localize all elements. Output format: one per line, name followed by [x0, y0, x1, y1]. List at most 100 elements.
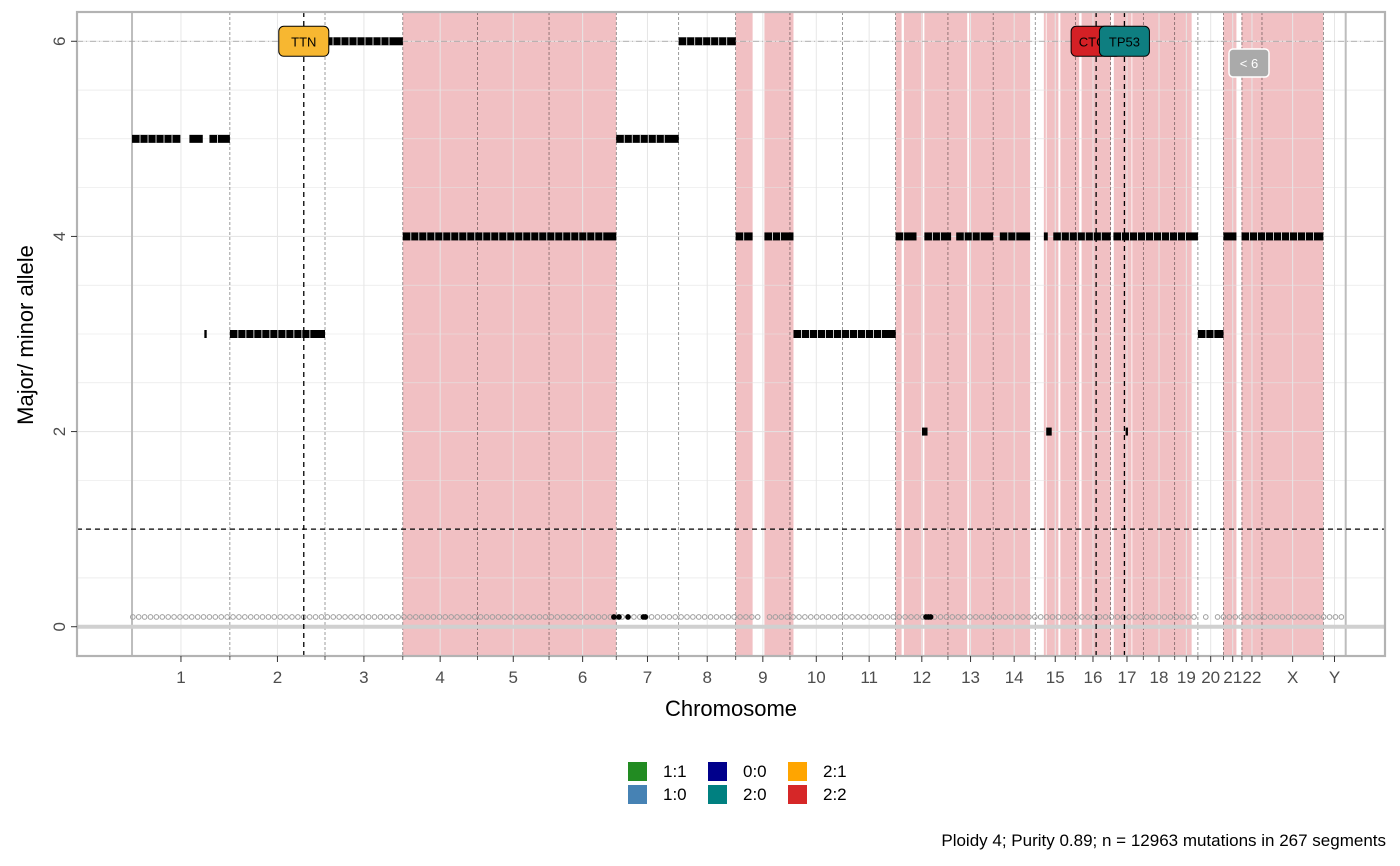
- mutation-point: [471, 614, 478, 620]
- driver-gene-tag: TTN: [278, 25, 330, 57]
- segment: [1113, 232, 1198, 241]
- mutation-point: [1297, 614, 1303, 620]
- mutation-point: [430, 614, 437, 620]
- mutation-point: [354, 614, 360, 620]
- segment: [1053, 232, 1111, 241]
- mutation-point: [955, 614, 961, 620]
- mutation-point: [501, 614, 508, 620]
- mutation-point: [1332, 614, 1339, 620]
- mutation-point: [454, 614, 460, 620]
- mutation-point: [566, 614, 572, 620]
- mutation-point: [1167, 614, 1174, 620]
- mutation-point: [927, 614, 934, 620]
- mutation-point: [495, 614, 502, 620]
- mutation-point: [583, 614, 590, 620]
- mutation-point: [1020, 614, 1026, 620]
- mutation-point: [271, 614, 278, 620]
- mutation-point: [188, 614, 195, 620]
- mutation-point: [383, 614, 390, 620]
- x-tick-label: 5: [509, 668, 518, 687]
- mutation-point: [1161, 614, 1168, 620]
- mutation-point: [578, 614, 584, 620]
- mutation-point: [861, 614, 867, 620]
- mutation-point: [159, 614, 166, 620]
- mutation-point: [616, 614, 622, 620]
- segment: [204, 330, 207, 338]
- mutation-point: [141, 614, 148, 620]
- mutation-point: [819, 614, 826, 620]
- mutation-point: [242, 614, 248, 620]
- mutation-point: [348, 614, 354, 620]
- mutation-point: [536, 614, 543, 620]
- mutation-point: [1061, 614, 1068, 620]
- mutation-point: [1073, 614, 1079, 620]
- mutation-point: [625, 614, 631, 620]
- mutation-point: [843, 614, 849, 620]
- segment: [402, 232, 617, 241]
- mutation-point: [1202, 614, 1209, 620]
- legend-swatch: [628, 762, 647, 781]
- mutation-point: [177, 614, 183, 620]
- mutation-point: [719, 614, 726, 620]
- mutation-point: [283, 614, 289, 620]
- mutation-point: [837, 614, 844, 620]
- segment: [924, 232, 952, 241]
- mutation-point: [1267, 614, 1274, 620]
- mutation-point: [135, 614, 142, 620]
- x-tick-label: 9: [758, 668, 767, 687]
- legend-label: 2:0: [743, 785, 767, 804]
- caption: Ploidy 4; Purity 0.89; n = 12963 mutatio…: [941, 831, 1386, 850]
- legend-label: 1:0: [663, 785, 687, 804]
- mutation-point: [324, 614, 331, 620]
- mutation-point: [754, 614, 761, 620]
- mutation-point: [306, 614, 313, 620]
- x-tick-label: 18: [1150, 668, 1169, 687]
- legend-label: 2:1: [823, 762, 847, 781]
- mutation-point: [1102, 614, 1109, 620]
- mutation-point: [914, 614, 920, 620]
- mutation-point: [519, 614, 525, 620]
- legend-item: 0:0: [708, 762, 767, 781]
- driver-gene-box: [1098, 25, 1150, 57]
- mutation-point: [171, 614, 177, 620]
- y-tick-label: 0: [50, 622, 69, 631]
- mutation-point: [312, 614, 319, 620]
- mutation-point: [336, 614, 342, 620]
- mutation-point: [796, 614, 802, 620]
- x-tick-label: 3: [359, 668, 368, 687]
- mutation-point: [330, 614, 337, 620]
- segment: [895, 232, 917, 241]
- mutation-point: [866, 614, 873, 620]
- mutation-point: [896, 614, 903, 620]
- mutation-point: [448, 614, 454, 620]
- mutation-point: [949, 614, 956, 620]
- driver-gene-label: TP53: [1109, 34, 1140, 49]
- mutation-point: [666, 614, 673, 620]
- mutation-point: [359, 614, 366, 620]
- mutation-point: [371, 614, 378, 620]
- mutation-point: [1326, 614, 1333, 620]
- mutation-point: [1273, 614, 1280, 620]
- segment: [1241, 232, 1324, 241]
- x-tick-label: 11: [860, 668, 878, 687]
- mutation-point: [802, 614, 808, 620]
- mutation-point: [978, 614, 985, 620]
- x-tick-label: 4: [435, 668, 444, 687]
- mutation-point: [218, 614, 225, 620]
- mutation-point: [678, 614, 684, 620]
- mutation-point: [1002, 614, 1009, 620]
- mutation-point: [1191, 614, 1197, 620]
- mutation-point: [230, 614, 236, 620]
- x-axis: 1 2 3 4 5 6 7 8 9 10 11 12 13 14 15 16 17 18 19 20 21 22 X Y: [176, 656, 1340, 687]
- x-tick-label: 12: [912, 668, 931, 687]
- mutation-point: [807, 614, 814, 620]
- mutation-point: [236, 614, 242, 620]
- mutation-point: [1173, 614, 1180, 620]
- segment: [189, 134, 203, 143]
- mutation-point: [436, 614, 443, 620]
- legend-swatch: [628, 785, 647, 804]
- mutation-point: [224, 614, 230, 620]
- segment: [1223, 232, 1237, 241]
- mutation-point: [766, 614, 773, 620]
